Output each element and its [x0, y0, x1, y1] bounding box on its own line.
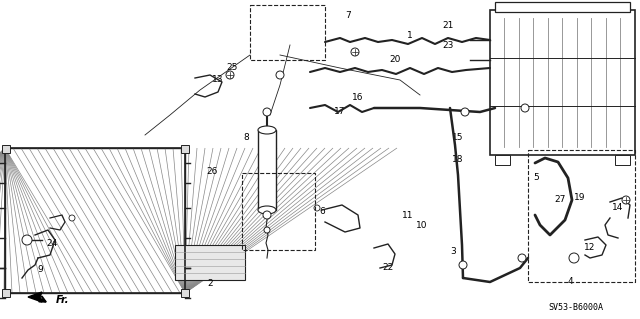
Bar	[181, 145, 189, 153]
Text: 3: 3	[450, 248, 456, 256]
Circle shape	[263, 108, 271, 116]
Text: 17: 17	[334, 108, 346, 116]
Circle shape	[622, 196, 630, 204]
Text: 15: 15	[452, 133, 464, 143]
Bar	[2, 145, 10, 153]
Bar	[495, 155, 510, 165]
Text: 11: 11	[403, 211, 413, 219]
Bar	[181, 289, 189, 297]
Text: 1: 1	[407, 32, 413, 41]
Text: 26: 26	[206, 167, 218, 176]
Bar	[2, 289, 10, 297]
Text: 21: 21	[442, 20, 454, 29]
Bar	[5, 148, 185, 293]
Bar	[615, 155, 630, 165]
Text: 9: 9	[37, 265, 43, 275]
Text: 6: 6	[319, 207, 325, 217]
Text: 13: 13	[212, 76, 224, 85]
Circle shape	[314, 205, 320, 211]
Circle shape	[351, 48, 359, 56]
Polygon shape	[28, 292, 42, 302]
Text: SV53-B6000A: SV53-B6000A	[548, 303, 603, 313]
Bar	[242, 173, 315, 250]
Text: 16: 16	[352, 93, 364, 102]
Text: 25: 25	[227, 63, 237, 72]
Text: 5: 5	[533, 174, 539, 182]
Text: 7: 7	[345, 11, 351, 20]
Text: 22: 22	[382, 263, 394, 272]
Bar	[175, 245, 245, 280]
Text: 24: 24	[46, 239, 58, 248]
Circle shape	[264, 227, 270, 233]
Text: 23: 23	[442, 41, 454, 49]
Text: 27: 27	[554, 196, 566, 204]
Text: 2: 2	[207, 278, 213, 287]
Circle shape	[263, 211, 271, 219]
Text: 8: 8	[243, 133, 249, 143]
Bar	[528, 150, 635, 282]
Circle shape	[459, 261, 467, 269]
Text: 19: 19	[574, 194, 586, 203]
Bar	[495, 2, 630, 12]
Text: 12: 12	[584, 242, 596, 251]
Ellipse shape	[258, 206, 276, 214]
Text: 10: 10	[416, 220, 428, 229]
Circle shape	[69, 215, 75, 221]
Text: 20: 20	[389, 56, 401, 64]
Bar	[258, 130, 276, 210]
Circle shape	[518, 254, 526, 262]
Circle shape	[569, 253, 579, 263]
Circle shape	[226, 71, 234, 79]
Text: 14: 14	[612, 204, 624, 212]
Bar	[250, 5, 325, 60]
Circle shape	[461, 108, 469, 116]
Bar	[5, 148, 185, 293]
Text: Fr.: Fr.	[56, 295, 70, 305]
Ellipse shape	[258, 126, 276, 134]
Text: 18: 18	[452, 155, 464, 165]
Circle shape	[521, 104, 529, 112]
Circle shape	[276, 71, 284, 79]
Bar	[490, 10, 635, 155]
Circle shape	[22, 235, 32, 245]
Text: 4: 4	[567, 278, 573, 286]
